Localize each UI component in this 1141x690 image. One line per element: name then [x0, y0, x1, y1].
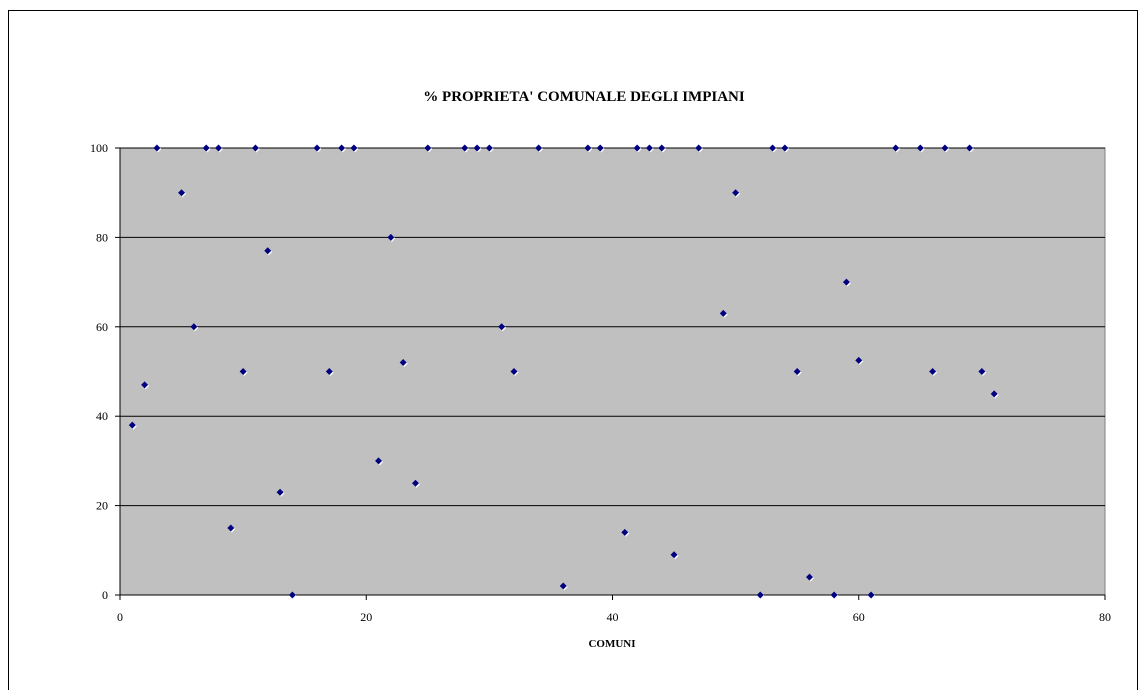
data-point — [338, 144, 346, 152]
data-point — [867, 591, 875, 599]
data-point — [128, 421, 136, 429]
data-point — [732, 189, 740, 197]
x-tick-label: 40 — [607, 610, 619, 624]
data-point — [399, 359, 407, 367]
x-tick-label: 0 — [117, 610, 123, 624]
data-point — [855, 356, 863, 364]
plot-area — [119, 147, 1106, 596]
data-point — [559, 582, 567, 590]
data-point — [670, 551, 678, 559]
data-point — [830, 591, 838, 599]
x-tick-label: 20 — [360, 610, 372, 624]
data-point — [719, 309, 727, 317]
data-point — [892, 144, 900, 152]
data-point — [276, 488, 284, 496]
data-point — [461, 144, 469, 152]
y-tick-label: 80 — [96, 230, 108, 244]
y-tick-label: 0 — [102, 588, 108, 602]
data-point — [251, 144, 259, 152]
data-point — [313, 144, 321, 152]
chart-frame — [8, 10, 1138, 690]
data-point — [806, 573, 813, 581]
data-point — [990, 390, 998, 398]
data-point — [498, 323, 506, 331]
data-point — [756, 591, 764, 599]
gridlines — [120, 147, 1105, 507]
data-point — [769, 144, 777, 152]
x-tick-labels: 0 20 40 60 80 — [117, 595, 1111, 624]
data-point — [325, 368, 333, 375]
y-tick-label: 60 — [96, 320, 108, 334]
data-point — [485, 144, 493, 152]
data-point — [929, 368, 937, 375]
y-tick-labels: 0 20 40 60 80 100 — [90, 141, 120, 602]
y-tick-label: 40 — [96, 409, 108, 423]
data-point — [584, 144, 592, 152]
data-point — [695, 144, 703, 152]
chart-title: % PROPRIETA' COMUNALE DEGLI IMPIANI — [423, 89, 745, 105]
data-point — [141, 381, 149, 389]
data-point — [978, 368, 986, 375]
data-point — [781, 144, 789, 152]
data-point — [387, 233, 395, 241]
data-point — [793, 368, 801, 375]
data-point — [658, 144, 666, 152]
y-tick-label: 20 — [96, 499, 108, 513]
data-points — [128, 144, 999, 600]
data-point — [966, 144, 974, 152]
data-point — [350, 144, 358, 152]
x-tick-label: 60 — [853, 610, 865, 624]
data-point — [941, 144, 949, 152]
data-point — [621, 528, 629, 536]
data-point — [596, 144, 604, 152]
data-point — [510, 368, 518, 375]
data-point — [473, 144, 481, 152]
data-point — [215, 144, 222, 152]
data-point — [190, 323, 198, 331]
data-point — [633, 144, 641, 152]
x-axis-label: COMUNI — [588, 638, 635, 650]
data-point — [535, 144, 543, 152]
x-tick-label: 80 — [1099, 610, 1111, 624]
data-point — [288, 591, 296, 599]
y-tick-label: 100 — [90, 141, 108, 155]
data-point — [412, 479, 419, 487]
data-point — [916, 144, 924, 152]
data-point — [375, 457, 383, 465]
data-point — [227, 524, 235, 532]
data-point — [424, 144, 432, 152]
data-point — [842, 278, 850, 286]
data-point — [178, 189, 186, 197]
data-point — [264, 247, 272, 255]
data-point — [153, 144, 161, 152]
data-point — [202, 144, 210, 152]
data-point — [239, 368, 247, 375]
data-point — [645, 144, 653, 152]
